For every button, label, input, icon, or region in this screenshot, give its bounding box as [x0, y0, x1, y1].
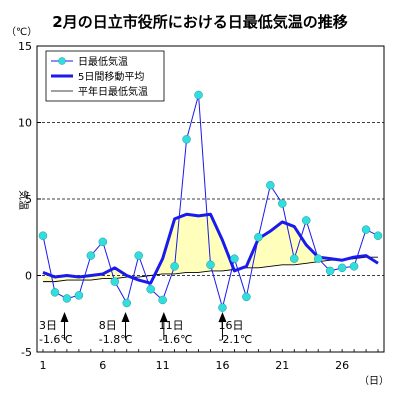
data-point-daily	[278, 199, 287, 208]
x-tick-label: 11	[156, 359, 170, 372]
legend-label-normal: 平年日最低気温	[78, 85, 148, 98]
annotation-value: -1.6℃	[159, 333, 193, 346]
annotation-date: 16日	[218, 319, 243, 332]
annotation-arrowhead	[218, 312, 227, 322]
data-point-daily	[122, 298, 131, 308]
legend-label-daily: 日最低気温	[78, 55, 128, 68]
data-point-daily	[62, 294, 72, 303]
x-unit: （日）	[359, 375, 389, 387]
data-point-daily	[170, 262, 179, 271]
fill-segment	[174, 214, 187, 274]
data-point-daily	[134, 251, 143, 260]
chart-title: 2月の日立市役所における日最低気温の推移	[52, 13, 347, 31]
fill-segment	[258, 231, 271, 268]
data-point-daily	[182, 135, 191, 144]
data-point-daily	[38, 231, 48, 240]
data-point-daily	[158, 295, 167, 305]
data-point-daily	[254, 233, 263, 242]
annotation-value: -1.6℃	[39, 333, 73, 346]
data-point-daily	[230, 254, 239, 263]
data-point-daily	[373, 231, 383, 240]
x-tick-label: 6	[99, 359, 106, 372]
data-point-daily	[301, 216, 311, 225]
data-point-daily	[242, 292, 251, 302]
legend-marker-daily	[58, 57, 66, 65]
data-point-daily	[325, 266, 335, 276]
y-axis-label: 気温	[17, 190, 30, 210]
fill-segment	[270, 221, 283, 267]
series-line-normal	[42, 256, 379, 283]
annotation-date: 11日	[159, 319, 184, 332]
data-point-daily	[290, 254, 299, 263]
y-tick-label: 0	[25, 270, 32, 283]
fill-segment	[210, 214, 223, 271]
y-tick-label: 15	[18, 40, 32, 53]
y-tick-label: 5	[25, 193, 32, 206]
data-point-daily	[337, 263, 347, 273]
legend-label-moving-average: 5日間移動平均	[78, 70, 144, 83]
fill-segment	[294, 226, 307, 265]
annotation-date: 8日	[99, 319, 117, 332]
x-tick-label: 26	[335, 359, 349, 372]
data-point-daily	[313, 254, 323, 263]
x-tick-label: 1	[39, 359, 46, 372]
annotation-arrowhead	[159, 312, 168, 322]
x-tick-label: 16	[215, 359, 229, 372]
annotation-value: -1.8℃	[99, 333, 133, 346]
annotation-arrowhead	[121, 312, 130, 322]
data-point-daily	[110, 277, 120, 286]
data-point-daily	[361, 225, 371, 234]
annotation-value: -2.1℃	[218, 333, 252, 346]
legend: 日最低気温 5日間移動平均 平年日最低気温	[45, 50, 165, 102]
data-point-daily	[74, 291, 84, 300]
data-point-daily	[98, 237, 108, 247]
y-tick-label: 10	[18, 117, 32, 130]
data-point-daily	[349, 262, 359, 271]
data-point-daily	[146, 285, 155, 294]
series-layer	[38, 90, 383, 312]
fill-segment	[186, 214, 199, 273]
data-point-daily	[206, 260, 215, 270]
data-point-daily	[266, 180, 275, 190]
data-point-daily	[218, 303, 227, 312]
annotation-arrowhead	[60, 312, 69, 322]
data-point-daily	[194, 90, 203, 100]
x-tick-label: 21	[275, 359, 289, 372]
fill-segment	[282, 221, 295, 265]
data-point-daily	[50, 288, 60, 297]
y-unit: （℃）	[6, 26, 37, 38]
annotation-date: 3日	[39, 319, 57, 332]
data-point-daily	[86, 251, 96, 260]
y-tick-label: -5	[21, 346, 32, 359]
